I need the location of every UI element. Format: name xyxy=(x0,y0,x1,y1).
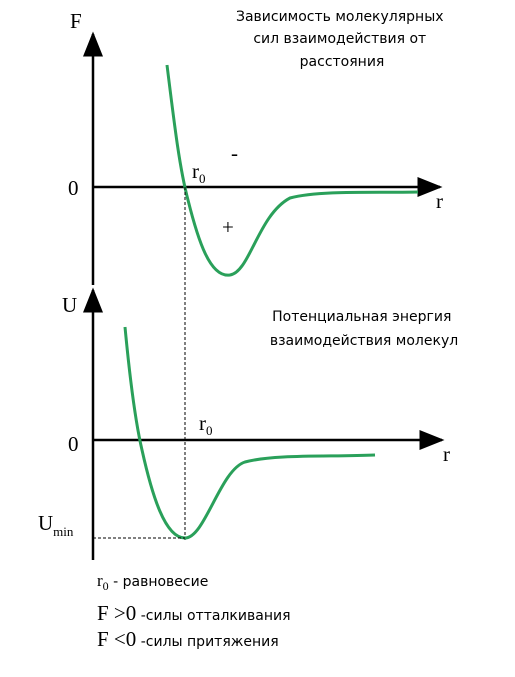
axis-label: r xyxy=(443,442,450,466)
title: Потенциальная энергия взаимодействия мол… xyxy=(270,309,458,349)
sign: + xyxy=(222,215,234,239)
sign: - xyxy=(231,141,238,165)
legend-repulsion: F >0 -силы отталкивания xyxy=(97,601,291,625)
zero-label: 0 xyxy=(68,432,79,456)
force-curve xyxy=(165,64,419,277)
axis-label: r xyxy=(436,189,443,213)
legend-r0: r0 - равновесие xyxy=(97,571,208,593)
umin-label: Umin xyxy=(38,511,74,539)
axis-label: F xyxy=(70,9,82,33)
title: Зависимость молекулярных сил взаимодейст… xyxy=(236,9,448,70)
r0-label: r0 xyxy=(199,411,213,438)
energy-curve xyxy=(123,326,376,540)
zero-label: 0 xyxy=(68,176,79,200)
r0-label: r0 xyxy=(192,159,206,186)
legend-attraction: F <0 -силы притяжения xyxy=(97,627,279,651)
axis-label: U xyxy=(62,293,77,317)
